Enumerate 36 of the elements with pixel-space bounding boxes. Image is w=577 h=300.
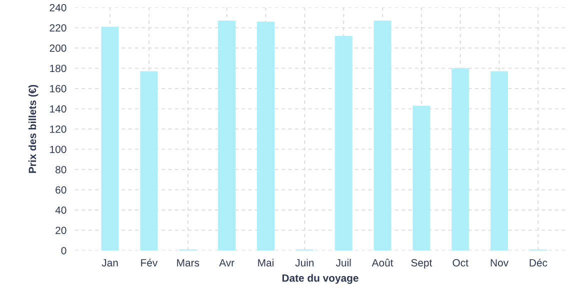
bar <box>452 68 470 250</box>
x-tick-label: Nov <box>490 259 509 266</box>
y-tick-label: 20 <box>56 226 66 234</box>
y-tick-label: 120 <box>50 126 66 133</box>
bar <box>374 20 392 250</box>
y-tick-label: 160 <box>50 85 66 92</box>
x-tick-label: Oct <box>452 259 468 266</box>
y-tick-label: 180 <box>50 64 66 72</box>
x-tick-label: Août <box>372 258 394 266</box>
bar <box>256 22 274 250</box>
y-axis-title: Prix des billets (€) <box>28 84 38 173</box>
y-tick-label: 200 <box>50 44 66 52</box>
y-tick-label: 60 <box>56 186 66 194</box>
x-tick-label: Sept <box>411 259 432 269</box>
y-tick-label: 80 <box>56 166 66 174</box>
y-tick-label: 40 <box>55 206 66 214</box>
x-tick-label: Jan <box>102 259 118 266</box>
y-tick-label: 0 <box>61 247 66 254</box>
x-tick-label: Mars <box>177 259 200 266</box>
bar <box>490 71 508 250</box>
x-tick-label: Fév <box>141 258 158 266</box>
x-tick-label: Juin <box>295 258 314 266</box>
bar <box>218 20 236 250</box>
y-tick-label: 240 <box>50 4 66 12</box>
bar <box>412 106 430 250</box>
y-tick-label: 220 <box>50 24 66 32</box>
y-tick-label: 140 <box>50 105 66 113</box>
bar <box>101 26 119 250</box>
x-tick-label: Déc <box>530 258 548 266</box>
x-tick-label: Juil <box>336 258 351 266</box>
bar <box>334 36 352 250</box>
bar <box>140 71 158 250</box>
x-tick-label: Mai <box>258 258 274 266</box>
y-tick-label: 100 <box>50 146 66 154</box>
x-axis-title: Date du voyage <box>282 274 358 284</box>
x-tick-label: Avr <box>219 259 234 266</box>
